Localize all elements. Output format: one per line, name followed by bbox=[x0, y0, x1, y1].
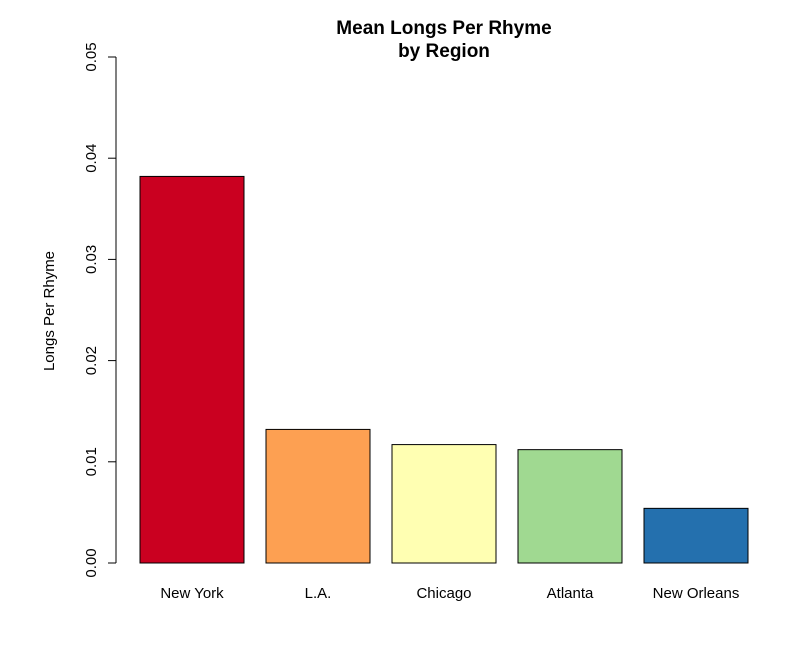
y-tick-label: 0.03 bbox=[83, 245, 100, 274]
chart-title-line-2: by Region bbox=[398, 41, 490, 62]
y-tick-label: 0.01 bbox=[83, 447, 100, 476]
category-label: New York bbox=[160, 585, 224, 602]
category-label: Chicago bbox=[416, 585, 471, 602]
category-label: L.A. bbox=[305, 585, 332, 602]
chart-title-line-1: Mean Longs Per Rhyme bbox=[336, 18, 551, 39]
y-axis-label: Longs Per Rhyme bbox=[41, 251, 58, 371]
y-axis: 0.00 0.01 0.02 0.03 0.04 0.05 bbox=[83, 42, 117, 578]
category-labels: New York L.A. Chicago Atlanta New Orleans bbox=[160, 585, 739, 602]
bar-new-orleans bbox=[643, 507, 749, 564]
category-label: Atlanta bbox=[547, 585, 594, 602]
bar-l-a bbox=[265, 428, 371, 564]
y-tick-label: 0.04 bbox=[83, 144, 100, 173]
bar-atlanta bbox=[517, 449, 623, 564]
y-tick-label: 0.00 bbox=[83, 548, 100, 577]
bars bbox=[139, 175, 749, 564]
bar-chicago bbox=[391, 444, 497, 564]
category-label: New Orleans bbox=[653, 585, 740, 602]
bar-new-york bbox=[139, 175, 245, 564]
y-tick-label: 0.02 bbox=[83, 346, 100, 375]
y-tick-label: 0.05 bbox=[83, 42, 100, 71]
